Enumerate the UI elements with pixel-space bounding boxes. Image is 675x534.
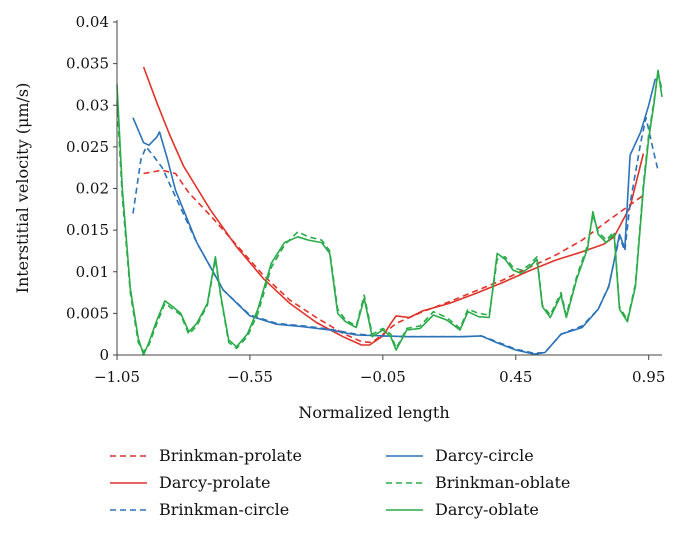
legend-label: Darcy-oblate <box>435 500 539 519</box>
legend-label: Brinkman-prolate <box>159 446 302 465</box>
x-tick-label: 0.45 <box>499 368 532 386</box>
x-tick-label: 0.95 <box>632 368 665 386</box>
tick-labels: 0 0.005 0.01 0.015 0.02 0.025 0.03 0.035 0.04 −1.… <box>66 13 665 386</box>
legend: Brinkman-prolate Darcy-circle Darcy-prolat… <box>110 446 570 519</box>
plot-area <box>116 66 663 356</box>
y-tick-label: 0.03 <box>76 96 109 114</box>
y-tick-label: 0.035 <box>66 55 109 73</box>
x-axis-label: Normalized length <box>298 403 449 422</box>
y-axis-title: Interstitial velocity (μm/s) <box>13 83 32 294</box>
axes <box>113 20 662 360</box>
series-line-1 <box>142 66 645 346</box>
legend-label: Brinkman-oblate <box>435 473 570 492</box>
y-tick-label: 0.02 <box>76 180 109 198</box>
legend-label: Darcy-circle <box>435 446 534 465</box>
y-tick-label: 0.025 <box>66 138 109 156</box>
series-line-0 <box>143 169 644 344</box>
y-tick-label: 0.015 <box>66 221 109 239</box>
y-tick-label: 0.04 <box>76 13 109 31</box>
y-tick-label: 0 <box>99 346 109 364</box>
y-tick-label: 0.005 <box>66 304 109 322</box>
y-tick-label: 0.01 <box>76 263 109 281</box>
series-line-3 <box>132 78 657 355</box>
x-tick-label: −1.05 <box>94 368 140 386</box>
x-tick-label: −0.05 <box>360 368 406 386</box>
x-tick-label: −0.55 <box>227 368 273 386</box>
series-line-4 <box>116 71 663 353</box>
legend-label: Darcy-prolate <box>159 473 271 492</box>
series-line-5 <box>116 69 663 356</box>
legend-label: Brinkman-circle <box>159 500 289 519</box>
y-axis-label: Interstitial velocity (μm/s) <box>13 83 32 294</box>
